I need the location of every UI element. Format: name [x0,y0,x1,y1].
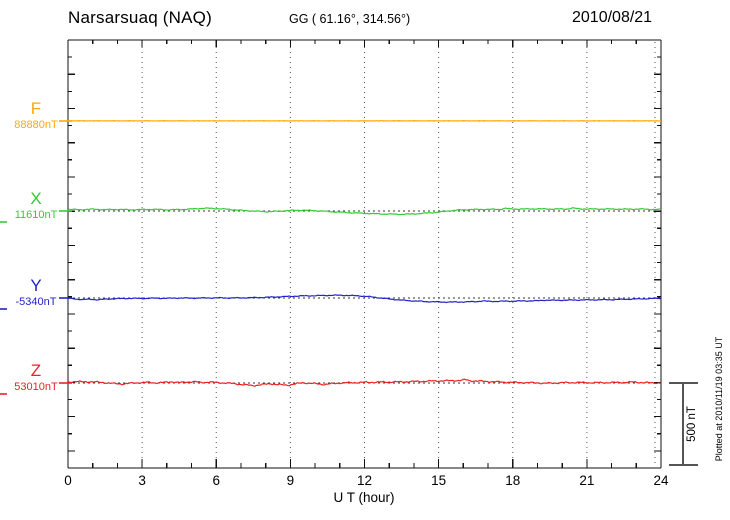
x-tick-label: 12 [356,473,373,488]
geographic-coords: GG ( 61.16°, 314.56°) [289,12,411,26]
series-baseline-value: 11610nT [14,209,58,221]
x-tick-label: 0 [64,473,72,488]
trace-Y [67,294,662,304]
series-label-Z: Z 53010nT [6,362,66,393]
series-label-F: F 88880nT [6,100,66,131]
scale-bar [669,382,698,466]
x-tick-label: 24 [653,473,669,488]
x-axis-label: U T (hour) [333,490,395,505]
scale-bar-label: 500 nT [686,406,698,442]
x-tick-label: 6 [212,473,220,488]
x-tick-label: 3 [138,473,146,488]
x-tick-label: 21 [579,473,595,488]
plot-date: 2010/08/21 [572,9,653,26]
x-tick-label: 18 [505,473,521,488]
x-tick-label: 15 [431,473,447,488]
series-letter: F [30,99,42,118]
component-baseline-marks [0,120,72,395]
x-tick-label: 9 [286,473,295,488]
plotted-timestamp: Plotted at 2010/11/19 03:35 UT [714,336,724,462]
station-title: Narsarsuaq (NAQ) [68,8,212,27]
series-label-X: X 11610nT [6,190,66,221]
trace-Z [67,378,662,387]
gridlines [141,42,656,467]
trace-X [67,207,662,216]
series-letter: X [30,189,42,208]
series-letter: Z [30,361,42,380]
series-label-Y: Y -5340nT [6,277,66,308]
series-baseline-value: -5340nT [15,296,57,308]
series-baseline-value: 88880nT [14,119,58,131]
series-baseline-value: 53010nT [14,381,58,393]
series-letter: Y [30,276,42,295]
axes [67,39,662,469]
